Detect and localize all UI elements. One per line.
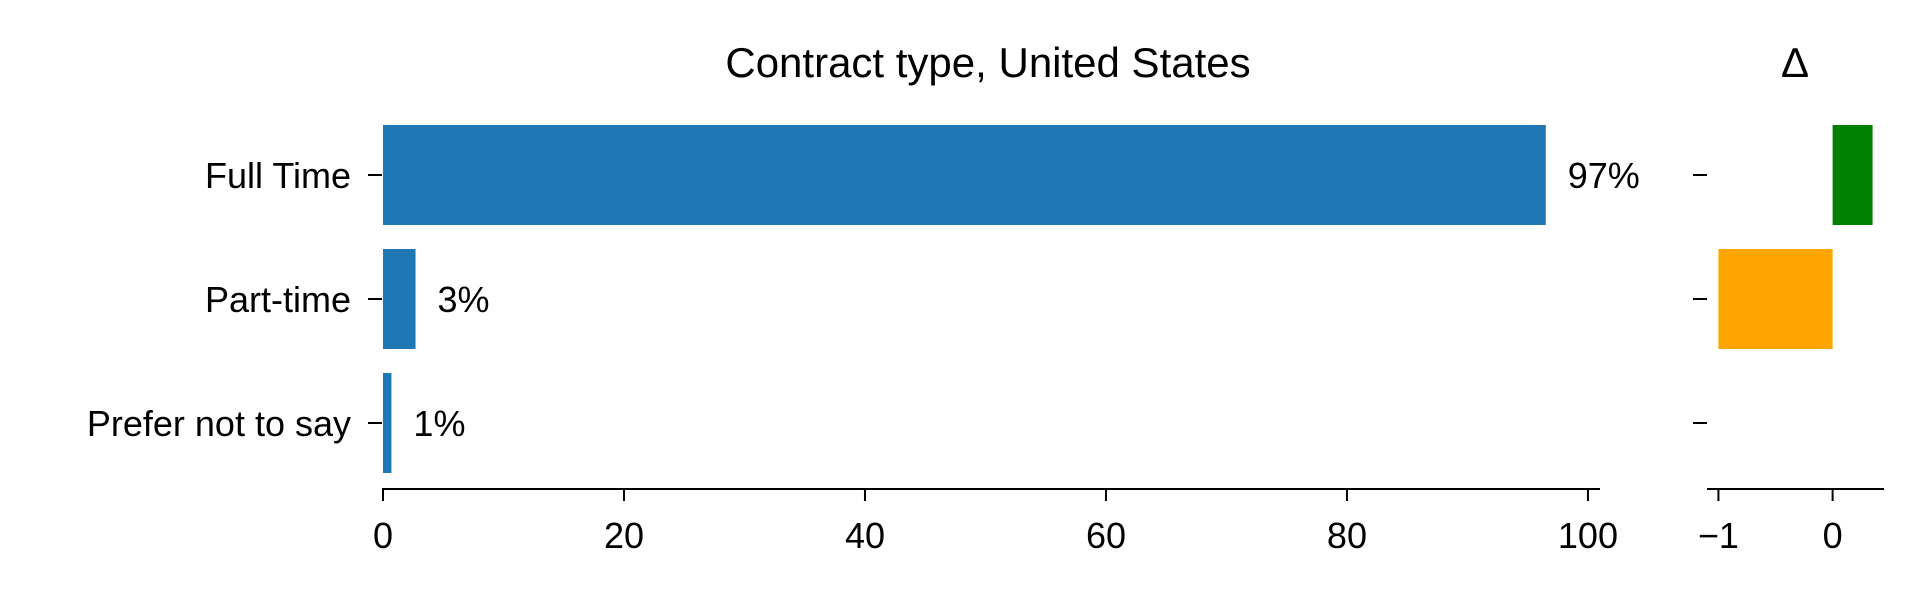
- data-label: 3%: [438, 279, 490, 320]
- x-tick-label: 0: [1823, 515, 1843, 556]
- main-plot: Full Time 97% Part-time 3% Prefer not to say…: [87, 125, 1640, 556]
- x-tick-label: 40: [845, 515, 885, 556]
- x-tick-label: 60: [1086, 515, 1126, 556]
- x-tick-label: 20: [604, 515, 644, 556]
- x-tick-label: 80: [1327, 515, 1367, 556]
- bar: [383, 373, 392, 473]
- y-tick-label: Part-time: [205, 279, 351, 320]
- y-tick-label: Prefer not to say: [87, 403, 351, 444]
- delta-plot: −1 0: [1693, 125, 1884, 556]
- y-tick-label: Full Time: [205, 155, 351, 196]
- x-tick-label: 100: [1558, 515, 1618, 556]
- delta-bar: [1832, 125, 1873, 225]
- data-label: 1%: [413, 403, 465, 444]
- x-tick-label: −1: [1698, 515, 1739, 556]
- delta-chart-title: Δ: [1781, 39, 1809, 86]
- bar: [383, 249, 416, 349]
- main-chart-title: Contract type, United States: [725, 39, 1250, 86]
- delta-bar: [1718, 249, 1833, 349]
- data-label: 97%: [1568, 155, 1640, 196]
- x-tick-label: 0: [373, 515, 393, 556]
- bar: [383, 125, 1546, 225]
